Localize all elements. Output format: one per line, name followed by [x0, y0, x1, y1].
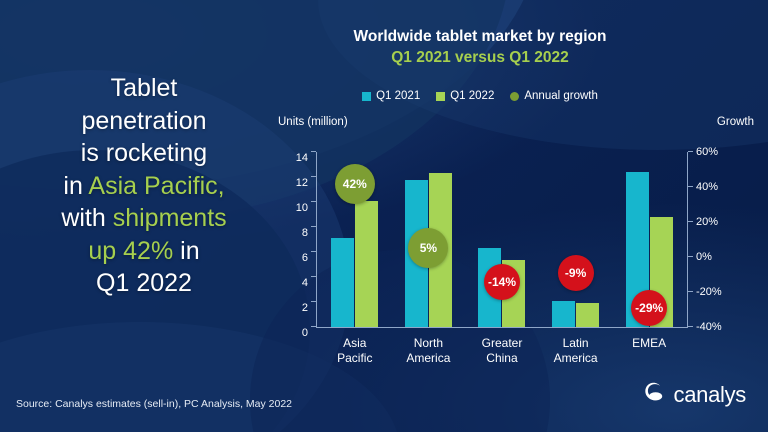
secondary-y-axis-tick — [688, 256, 693, 257]
chart-legend: Q1 2021 Q1 2022 Annual growth — [280, 90, 680, 102]
y-axis-tick — [311, 301, 316, 302]
chart-title: Worldwide tablet market by region — [353, 28, 607, 45]
secondary-y-axis-tick-label: 20% — [696, 216, 719, 228]
headline-segment: Tablet — [110, 74, 178, 102]
headline-text: Tablet penetration is rocketing in Asia Pac… — [28, 72, 260, 300]
x-axis-category-label: Asia Pacific — [337, 336, 372, 365]
bar-q1-2021[interactable] — [331, 238, 355, 327]
secondary-y-axis-tick-label: -20% — [696, 286, 722, 298]
bar-group-3: Greater China — [465, 152, 539, 365]
bar-q1-2022[interactable] — [355, 200, 379, 327]
legend-label: Q1 2022 — [450, 90, 495, 102]
y-axis-tick — [311, 326, 316, 327]
x-axis-category-label: North America — [406, 336, 450, 365]
canalys-logo-text: canalys — [673, 381, 747, 407]
secondary-y-axis-tick — [688, 186, 693, 187]
source-note: Source: Canalys estimates (sell-in), PC … — [16, 398, 293, 410]
x-axis-line — [316, 327, 688, 328]
x-axis-category-line: EMEA — [632, 336, 667, 350]
headline-line-6: up 42% in — [28, 235, 260, 268]
headline-segment: in — [173, 236, 200, 265]
y-axis-tick — [311, 226, 316, 227]
headline-segment: is rocketing — [80, 139, 208, 167]
growth-bubble-2[interactable]: 5% — [408, 228, 449, 269]
secondary-y-axis-tick — [688, 291, 693, 292]
headline-segment: in — [63, 171, 89, 200]
secondary-y-axis-tick — [688, 326, 693, 327]
legend-swatch-icon — [362, 91, 372, 101]
y-axis-line — [316, 152, 317, 327]
y-axis-tick — [311, 251, 316, 252]
headline-segment: penetration — [81, 106, 207, 135]
y-axis-tick — [311, 151, 316, 152]
y-axis-tick — [311, 201, 316, 202]
legend-item-2[interactable]: Q1 2022 — [436, 90, 494, 102]
secondary-y-axis-tick-label: 0% — [696, 251, 712, 263]
bar-q1-2021[interactable] — [625, 172, 649, 327]
bar-group-4: Latin America — [539, 152, 613, 365]
chart-subtitle: Q1 2021 versus Q1 2022 — [391, 49, 569, 66]
secondary-y-axis-line — [687, 152, 688, 327]
x-axis-category-line: North — [413, 336, 444, 350]
x-axis-category-line: China — [486, 350, 518, 365]
bar-q1-2021[interactable] — [552, 300, 576, 327]
headline-line-5: with shipments — [28, 202, 260, 235]
x-axis-category-label: EMEA — [632, 336, 666, 351]
headline-line-4: in Asia Pacific, — [28, 170, 260, 203]
legend-label: Annual growth — [524, 90, 598, 102]
x-axis-category-line: America — [553, 350, 598, 365]
bar-group-5: EMEA — [612, 152, 686, 350]
secondary-y-axis-tick — [688, 151, 693, 152]
x-axis-category-line: Greater — [481, 336, 523, 350]
headline-line-3: is rocketing — [28, 137, 260, 170]
x-axis-category-line: Asia — [343, 336, 367, 350]
y-axis-title: Units (million) — [278, 116, 348, 128]
bar-q1-2022[interactable] — [576, 303, 600, 327]
x-axis-category-line: America — [406, 350, 451, 365]
growth-bubble-3[interactable]: -14% — [484, 263, 520, 300]
headline-segment: with — [61, 204, 113, 232]
secondary-y-axis-tick-label: -40% — [696, 321, 722, 333]
legend-label: Q1 2021 — [376, 90, 421, 102]
plot-area: 0 2 4 6 8 10 12 14 -40% -20% 0% 20% 40% 60% Asia Pacifi… — [295, 146, 722, 365]
x-axis-category-line: Latin — [562, 336, 589, 350]
y-axis-tick — [311, 176, 316, 177]
legend-item-3[interactable]: Annual growth — [510, 90, 598, 102]
bar-group-1: Asia Pacific — [318, 152, 392, 365]
y-axis-tick — [311, 276, 316, 277]
secondary-y-axis-title: Growth — [716, 116, 754, 128]
secondary-y-axis-tick-label: 40% — [696, 181, 719, 193]
canalys-mark-icon — [641, 379, 667, 410]
headline-segment: up 42% — [88, 236, 174, 265]
headline-segment: shipments — [112, 204, 227, 232]
legend-item-1[interactable]: Q1 2021 — [362, 90, 420, 102]
growth-bubble-4[interactable]: -9% — [557, 254, 594, 291]
headline-segment: Asia Pacific, — [88, 171, 225, 200]
growth-bubble-5[interactable]: -29% — [631, 289, 668, 326]
secondary-y-axis-tick — [688, 221, 693, 222]
x-axis-category-line: Pacific — [337, 350, 373, 365]
growth-bubble-1[interactable]: 42% — [334, 163, 375, 204]
headline-line-1: Tablet — [28, 72, 260, 105]
secondary-y-axis-tick-label: 60% — [696, 146, 719, 158]
x-axis-category-label: Greater China — [482, 336, 523, 365]
headline-line-7: Q1 2022 — [28, 267, 260, 300]
background-swoosh — [318, 0, 768, 150]
x-axis-category-label: Latin America — [554, 336, 598, 365]
headline-segment: Q1 2022 — [96, 269, 192, 297]
canalys-logo: canalys — [641, 379, 747, 410]
headline-line-2: penetration — [28, 105, 260, 138]
legend-swatch-icon — [510, 91, 520, 101]
legend-swatch-icon — [436, 91, 446, 101]
